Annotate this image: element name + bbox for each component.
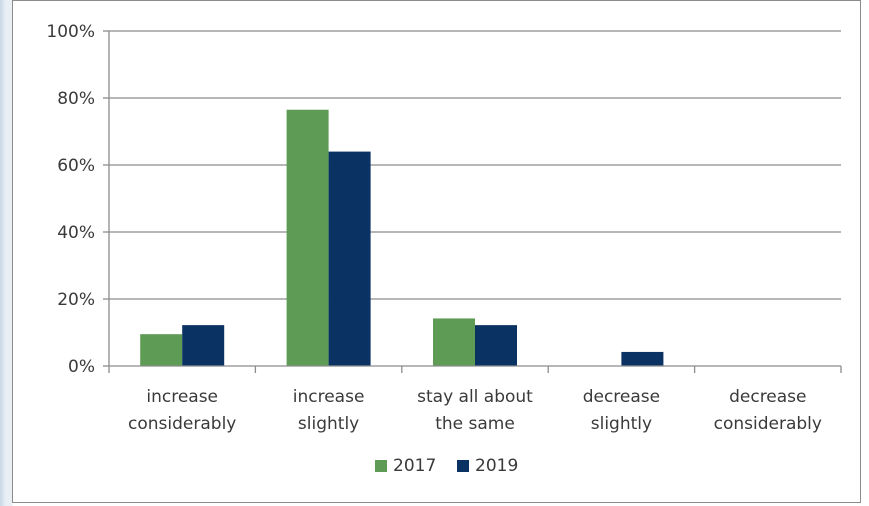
chart-panel: 0% 20% 40% 60% 80% 100% increase considerably i… [12, 0, 861, 503]
bar-2019-2 [475, 325, 517, 366]
y-tick-label: 20% [57, 290, 95, 310]
x-category-label: slightly [591, 414, 652, 434]
x-category-label: increase [293, 387, 365, 407]
bar-2019-1 [328, 151, 371, 366]
x-category-label: considerably [714, 414, 822, 434]
x-category-label: decrease [729, 387, 806, 407]
bar-2017-0 [140, 334, 183, 366]
legend-label: 2019 [475, 456, 518, 476]
legend-swatch-2019 [457, 460, 469, 472]
y-tick-label: 60% [57, 156, 95, 176]
gridlines [103, 30, 841, 367]
y-tick-label: 80% [57, 89, 95, 109]
x-category-label: increase [146, 387, 218, 407]
bar-2017-1 [286, 109, 329, 366]
legend-swatch-2017 [375, 460, 387, 472]
x-category-label: the same [435, 414, 515, 434]
x-category-label: considerably [128, 414, 236, 434]
y-tick-label: 40% [57, 223, 95, 243]
bar-2019-3 [621, 351, 664, 366]
x-category-label: decrease [583, 387, 660, 407]
x-category-label: stay all about [417, 387, 533, 407]
y-tick-label: 100% [46, 22, 95, 42]
legend-label: 2017 [393, 456, 436, 476]
y-tick-label: 0% [68, 357, 95, 377]
bar-chart: 0%20%40%60%80%100% increaseconsiderablyi… [46, 22, 842, 476]
x-axis [108, 31, 842, 373]
x-axis-category-labels: increase considerably increase slightly stay… [128, 387, 822, 434]
legend: 2017 2019 [375, 456, 518, 476]
x-category-label: slightly [298, 414, 359, 434]
bar-2017-2 [433, 318, 475, 366]
y-axis-tick-labels: 0% 20% 40% 60% 80% 100% [46, 22, 95, 377]
bar-2019-0 [182, 325, 225, 366]
bars [140, 109, 664, 366]
